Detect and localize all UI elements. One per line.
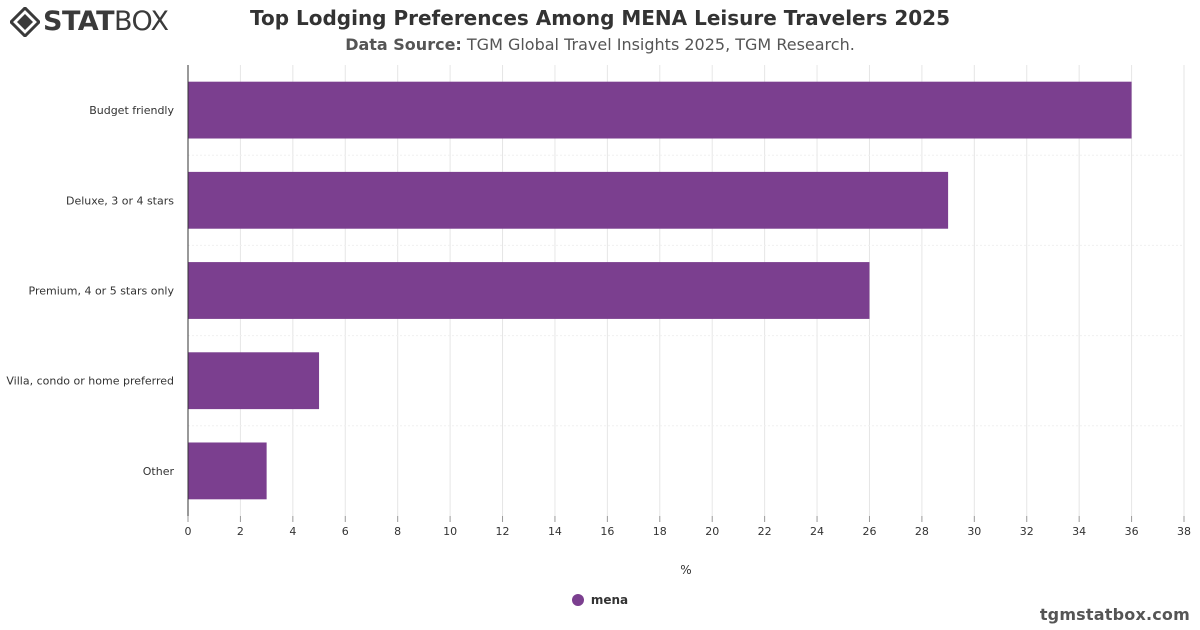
x-tick-label: 14: [548, 525, 562, 538]
legend-marker-mena: [571, 594, 584, 606]
bar-4: [188, 442, 267, 500]
bar-0: [188, 81, 1132, 139]
logo-text-bold: STAT: [43, 6, 114, 37]
x-tick-label: 8: [394, 525, 401, 538]
x-tick-label: 6: [342, 525, 349, 538]
logo-text-light: BOX: [113, 6, 169, 37]
x-tick-label: 38: [1177, 525, 1191, 538]
category-label: Premium, 4 or 5 stars only: [29, 285, 175, 298]
x-tick-label: 18: [653, 525, 667, 538]
bar-3: [188, 352, 320, 410]
statbox-diamond-icon: [10, 7, 40, 37]
x-tick-label: 10: [443, 525, 457, 538]
x-tick-label: 28: [915, 525, 929, 538]
axes: [187, 65, 1185, 522]
source-label: Data Source:: [345, 35, 462, 54]
bar-2: [188, 262, 870, 319]
logo-text: STATBOX: [43, 7, 169, 37]
bars: [188, 81, 1132, 500]
bar-1: [188, 171, 949, 229]
x-tick-label: 34: [1072, 525, 1086, 538]
chart-subtitle: Data Source: TGM Global Travel Insights …: [0, 35, 1200, 54]
x-tick-label: 36: [1125, 525, 1139, 538]
footer-brand[interactable]: tgmstatbox.com: [1039, 605, 1190, 624]
x-tick-label: 20: [705, 525, 719, 538]
legend-label-mena: mena: [590, 593, 629, 607]
category-label: Budget friendly: [89, 104, 174, 117]
x-tick-label: 32: [1020, 525, 1034, 538]
x-tick-label: 12: [496, 525, 510, 538]
chart-legend[interactable]: mena: [0, 593, 1200, 607]
category-label: Villa, condo or home preferred: [6, 375, 174, 388]
category-label: Other: [143, 465, 175, 478]
x-tick-label: 26: [862, 525, 876, 538]
x-tick-label: 22: [758, 525, 772, 538]
chart-title: Top Lodging Preferences Among MENA Leisu…: [249, 6, 951, 30]
x-tick-label: 0: [185, 525, 192, 538]
statbox-logo: STATBOX: [10, 6, 169, 38]
source-text: TGM Global Travel Insights 2025, TGM Res…: [461, 35, 855, 54]
x-tick-label: 2: [237, 525, 244, 538]
labels: 0 2 4 6 8 10 12 14 16 18 20 22 24 26 28 30 32 34 36 38Budge…: [6, 104, 1191, 577]
x-tick-label: 30: [967, 525, 981, 538]
x-axis-title: %: [680, 563, 691, 577]
x-tick-label: 16: [600, 525, 614, 538]
x-tick-label: 24: [810, 525, 824, 538]
x-tick-label: 4: [289, 525, 296, 538]
category-label: Deluxe, 3 or 4 stars: [66, 194, 174, 207]
